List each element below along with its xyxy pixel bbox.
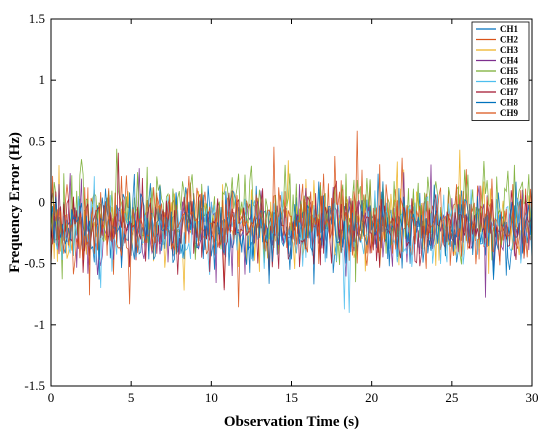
legend-label-ch9: CH9 [500, 108, 519, 118]
x-tick-label: 15 [285, 390, 298, 405]
legend-label-ch3: CH3 [500, 45, 519, 55]
legend-label-ch2: CH2 [500, 35, 519, 45]
y-axis-title: Frequency Error (Hz) [7, 132, 23, 273]
series-lines [50, 130, 533, 313]
y-tick-label: 0.5 [29, 133, 45, 148]
legend-label-ch1: CH1 [500, 24, 519, 34]
series-line-ch9 [50, 146, 533, 305]
y-tick-label: 1.5 [29, 11, 45, 26]
x-axis-title: Observation Time (s) [224, 414, 359, 430]
legend-label-ch8: CH8 [500, 98, 519, 108]
axes [50, 18, 533, 387]
x-tick-label: 25 [445, 390, 458, 405]
legend-label-ch5: CH5 [500, 66, 519, 76]
x-tick-label: 20 [365, 390, 378, 405]
y-tick-label: 0 [39, 195, 46, 210]
y-tick-label: 1 [39, 72, 46, 87]
x-tick-label: 5 [128, 390, 135, 405]
y-tick-label: -1 [34, 317, 45, 332]
tick-labels: 0 5 10 15 20 25 30 -1.5 -1 -0.5 0 0.5 1 1.5 [24, 11, 538, 405]
y-tick-label: -0.5 [24, 256, 45, 271]
y-tick-label: -1.5 [24, 378, 45, 393]
x-tick-label: 30 [526, 390, 539, 405]
x-tick-label: 10 [205, 390, 218, 405]
legend-label-ch4: CH4 [500, 56, 519, 66]
legend-label-ch7: CH7 [500, 87, 519, 97]
x-tick-label: 0 [48, 390, 55, 405]
legend-label-ch6: CH6 [500, 77, 519, 87]
